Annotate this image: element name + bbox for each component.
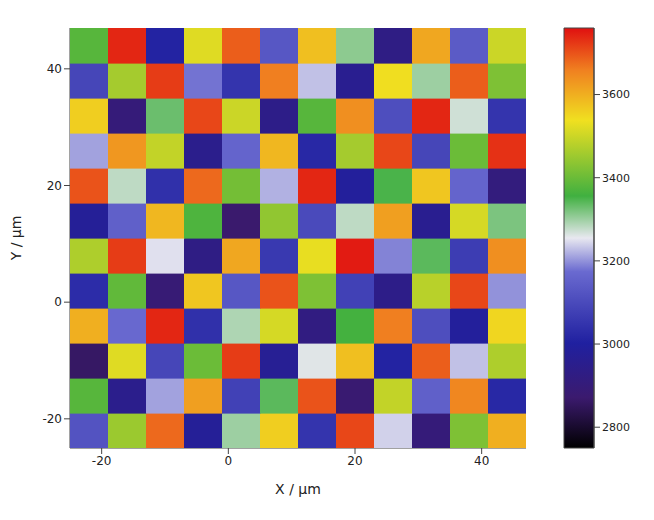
svg-text:2800: 2800 xyxy=(602,421,630,434)
svg-text:Y / μm: Y / μm xyxy=(8,216,24,262)
svg-text:3200: 3200 xyxy=(602,255,630,268)
svg-text:-20: -20 xyxy=(42,412,62,426)
svg-text:3400: 3400 xyxy=(602,172,630,185)
svg-text:3600: 3600 xyxy=(602,88,630,101)
svg-text:-20: -20 xyxy=(92,454,112,468)
svg-text:X / μm: X / μm xyxy=(275,481,321,497)
svg-text:0: 0 xyxy=(54,295,62,309)
svg-text:20: 20 xyxy=(347,454,362,468)
svg-text:40: 40 xyxy=(47,62,62,76)
svg-text:0: 0 xyxy=(225,454,233,468)
svg-text:3000: 3000 xyxy=(602,338,630,351)
svg-text:20: 20 xyxy=(47,179,62,193)
svg-text:40: 40 xyxy=(474,454,489,468)
